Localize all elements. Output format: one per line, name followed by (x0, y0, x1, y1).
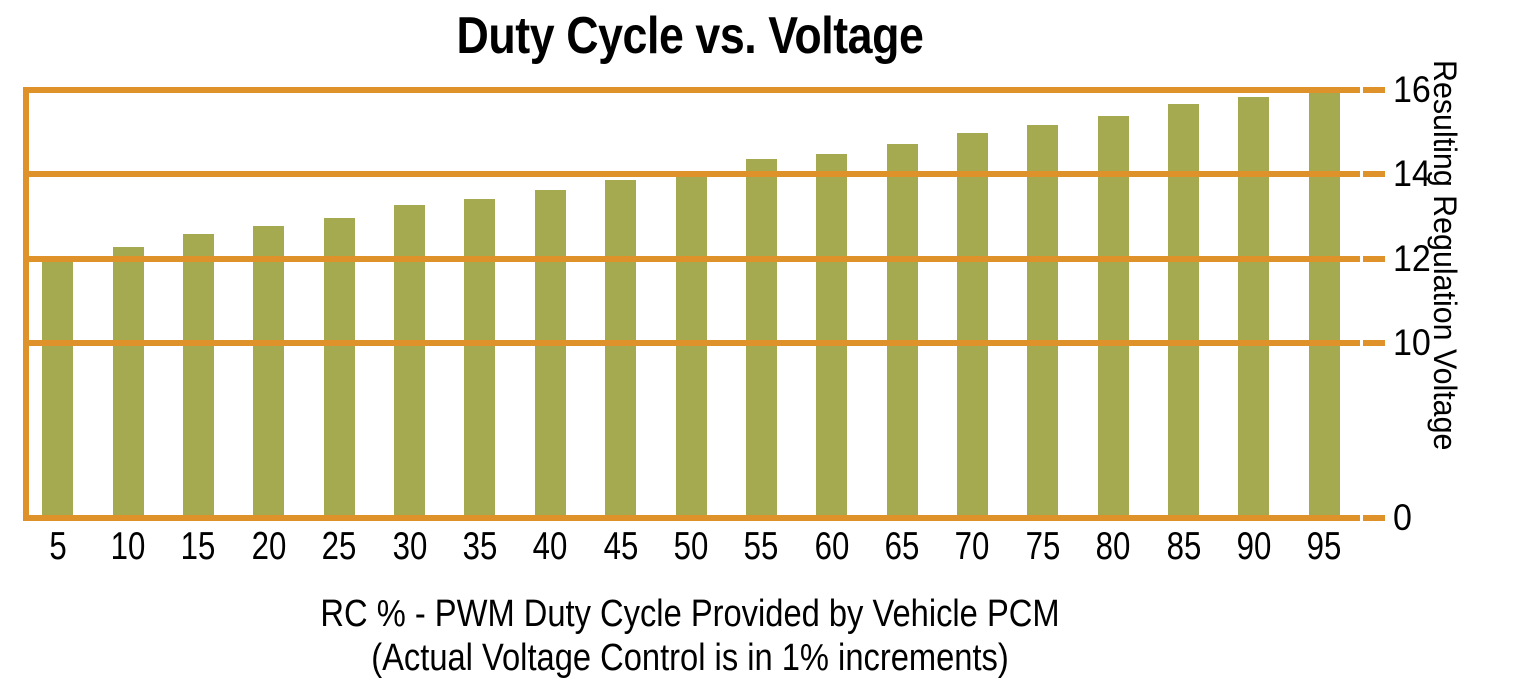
x-axis-tick-label: 80 (1095, 525, 1131, 568)
y-axis-tick (1363, 171, 1385, 178)
x-axis-tick-label: 85 (1166, 525, 1201, 568)
x-axis-tick-label: 95 (1306, 525, 1342, 568)
gridline (23, 340, 1360, 346)
x-axis-tick-label: 10 (110, 525, 146, 568)
bar (323, 217, 355, 519)
y-axis-tick-label: 12 (1393, 237, 1431, 279)
bar (534, 190, 566, 519)
bar (816, 154, 848, 519)
x-axis-tick-label: 15 (181, 525, 216, 568)
bar (1168, 103, 1200, 519)
x-axis-tick-label: 65 (884, 525, 920, 568)
y-axis-title: Resulting Regulation Voltage (1427, 60, 1463, 451)
x-axis-tick-label: 55 (743, 525, 779, 568)
x-axis-title-line-2: (Actual Voltage Control is in 1% increme… (371, 637, 1009, 679)
gridline (23, 171, 1360, 178)
x-axis-tick-label: 5 (49, 525, 67, 568)
x-axis-tick-label: 70 (955, 525, 990, 568)
x-axis-tick-label: 90 (1236, 525, 1272, 568)
bar (182, 234, 214, 519)
bar (42, 259, 74, 519)
x-axis-tick-label: 40 (532, 525, 568, 568)
y-axis-tick-label: 16 (1393, 69, 1431, 111)
x-axis-title-line-1: RC % - PWM Duty Cycle Provided by Vehicl… (320, 593, 1060, 635)
bar (1097, 116, 1129, 519)
x-axis-tick-label: 30 (392, 525, 427, 568)
y-axis-tick (1363, 87, 1385, 94)
gridline (23, 255, 1360, 262)
x-axis-title: RC % - PWM Duty Cycle Provided by Vehicl… (0, 592, 1380, 680)
y-axis-tick-label: 14 (1393, 153, 1431, 195)
bars-layer (23, 87, 1360, 521)
y-axis-line (23, 87, 29, 521)
bar (112, 247, 144, 519)
x-axis-tick-label: 50 (673, 525, 709, 568)
x-axis-tick-label: 20 (251, 525, 287, 568)
x-axis-tick-labels: 5 10 15 20 25 30 35 40 45 50 55 60 65 70 75 80 85 90 95 (23, 524, 1360, 574)
y-axis-tick-label: 10 (1393, 322, 1431, 363)
bar (253, 225, 285, 519)
x-axis-tick-label: 60 (814, 525, 850, 568)
x-axis-tick-label: 25 (321, 525, 357, 568)
x-axis-baseline (23, 515, 1360, 521)
bar (1308, 91, 1340, 519)
y-axis-tick (1363, 515, 1385, 521)
bar (886, 143, 918, 519)
gridline (23, 87, 1360, 94)
chart-title: Duty Cycle vs. Voltage (456, 7, 924, 65)
bar (1027, 124, 1059, 519)
bar (745, 158, 777, 519)
bar (605, 179, 637, 519)
bar (956, 133, 988, 519)
bar (1238, 97, 1270, 519)
y-axis-tick (1363, 255, 1385, 262)
x-axis-tick-label: 75 (1025, 525, 1061, 568)
bar (394, 204, 426, 519)
bar (464, 198, 496, 519)
x-axis-tick-label: 35 (462, 525, 498, 568)
y-axis-tick-label: 0 (1393, 497, 1412, 538)
y-axis-tick (1363, 340, 1385, 346)
plot-area (23, 87, 1360, 521)
x-axis-tick-label: 45 (603, 525, 638, 568)
